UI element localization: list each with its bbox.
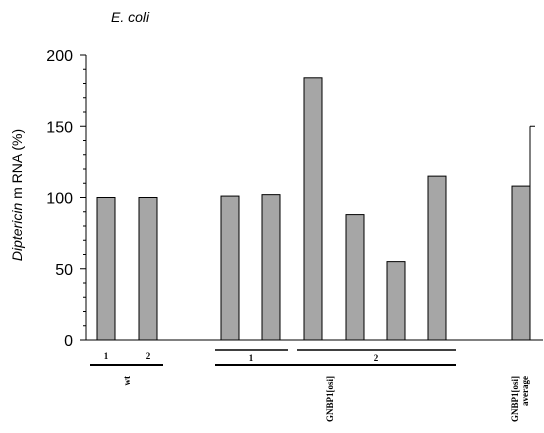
y-tick-label: 200 [46, 48, 73, 65]
average-group-label: GNBP1[osi]average [510, 376, 530, 422]
y-axis-label: Diptericin m RNA (%) [9, 129, 25, 261]
osi-subgroup-1-label: 1 [249, 353, 254, 363]
bar-wt-2 [138, 197, 158, 341]
y-axis-ticks: 0 50 100 150 200 [46, 48, 86, 350]
osi-subgroup-2-label: 2 [374, 353, 379, 363]
bar-label-wt-1: 1 [104, 351, 109, 361]
chart-title: E. coli [111, 9, 150, 25]
error-bars [529, 125, 535, 187]
bar-osi-1b [261, 194, 281, 341]
bars [96, 77, 531, 341]
osi-group-label: GNBP1[osi] [325, 376, 335, 422]
bar-osi-2b [345, 214, 365, 341]
y-tick-label: 0 [64, 333, 73, 350]
bar-osi-2c [386, 261, 406, 341]
bar-wt-1 [96, 197, 116, 341]
y-tick-label: 100 [46, 191, 73, 208]
wt-group-label: wt [122, 376, 132, 386]
bar-label-wt-2: 2 [146, 351, 151, 361]
bar-osi-2a [303, 77, 323, 341]
y-tick-label: 50 [55, 262, 73, 279]
bar-gnbp1-osi-average [511, 185, 531, 341]
bar-osi-2d [427, 175, 447, 341]
bar-osi-1a [220, 195, 240, 341]
y-tick-label: 150 [46, 119, 73, 136]
